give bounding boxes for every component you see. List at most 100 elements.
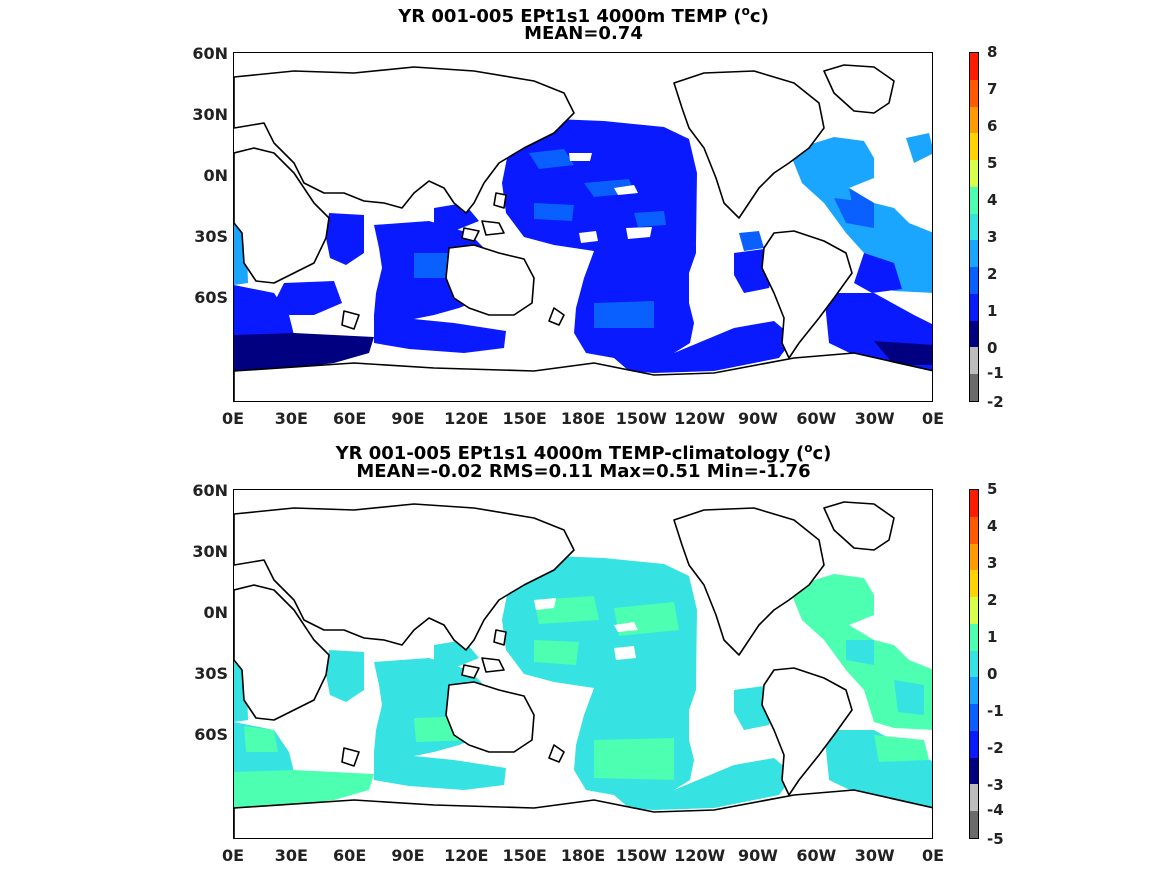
panel2-lon-label: 30E (274, 846, 308, 865)
panel1-colorbar-segment (970, 79, 978, 107)
panel2-colorbar-label: -5 (987, 830, 1004, 848)
panel1-title: YR 001-005 EPt1s1 4000m TEMP (oc) (0, 0, 1167, 28)
panel2-lon-label: 90E (391, 846, 425, 865)
panel2-title: YR 001-005 EPt1s1 4000m TEMP-climatology… (0, 437, 1167, 465)
panel1-lon-label: 30E (274, 409, 308, 428)
panel1-colorbar-segment (970, 53, 978, 80)
panel2-colorbar-segment (970, 704, 978, 731)
panel1-colorbar-label: 7 (987, 80, 998, 99)
panel2-lon-label: 150W (615, 846, 667, 865)
panel2-colorbar-segment (970, 650, 978, 678)
panel2-colorbar-segment (970, 516, 978, 544)
panel1-colorbar-segment (970, 320, 978, 348)
panel2-colorbar-label: -3 (987, 776, 1004, 795)
panel1-lat-label: 30N (192, 105, 228, 124)
panel1-colorbar-label: 8 (987, 43, 998, 61)
panel1-colorbar-segment (970, 374, 978, 401)
panel1-lon-label: 150W (615, 409, 667, 428)
panel2-unit-sup: o (804, 441, 813, 455)
panel1-colorbar-segment (970, 347, 978, 375)
panel1-lat-label: 0N (203, 166, 228, 185)
panel2-lon-label: 0E (221, 846, 245, 865)
panel2-colorbar-label: -2 (987, 739, 1004, 758)
panel2-colorbar-label: 5 (987, 480, 998, 498)
panel1-lon-label: 120W (674, 409, 726, 428)
panel2-colorbar-label: 4 (987, 517, 998, 536)
panel2-colorbar-segment (970, 623, 978, 651)
panel2-unit-tail: c) (812, 443, 832, 464)
panel2-colorbar-label: -1 (987, 702, 1004, 721)
panel2-colorbar (969, 489, 979, 839)
panel2-colorbar-label: 1 (987, 628, 998, 647)
panel1-colorbar-label: 1 (987, 302, 998, 321)
panel1-lat-label: 60S (194, 288, 228, 307)
panel1-colorbar-label: -2 (987, 393, 1004, 411)
panel1-colorbar (969, 52, 979, 402)
panel1-lon-label: 0E (921, 409, 945, 428)
panel2-colorbar-segment (970, 757, 978, 785)
panel2-colorbar-label: 2 (987, 591, 998, 610)
panel2-colorbar-label: 3 (987, 554, 998, 573)
panel1-colorbar-segment (970, 240, 978, 268)
panel2-lon-label: 150E (502, 846, 547, 865)
panel2-colorbar-segment (970, 677, 978, 705)
panel1-lon-label: 180E (560, 409, 606, 428)
panel1-colorbar-segment (970, 160, 978, 187)
panel2-lon-label: 90W (738, 846, 778, 865)
panel1-lon-label: 150E (502, 409, 547, 428)
panel2-colorbar-segment (970, 543, 978, 571)
panel1-map-svg (234, 64, 932, 401)
panel1-lon-label: 90E (391, 409, 425, 428)
panel2-lon-label: 60W (796, 846, 837, 865)
panel1-colorbar-label: 6 (987, 117, 998, 136)
panel1-lon-label: 60W (796, 409, 837, 428)
panel2-lon-label: 60E (333, 846, 367, 865)
panel1-colorbar-label: 3 (987, 228, 998, 247)
panel2-lon-label: 30W (854, 846, 895, 865)
panel2-lat-label: 0N (203, 603, 228, 622)
panel2-lon-label: 120E (444, 846, 489, 865)
panel1-colorbar-segment (970, 186, 978, 214)
panel2-colorbar-segment (970, 784, 978, 812)
panel1-colorbar-label: 5 (987, 154, 998, 173)
panel1-map (233, 52, 933, 402)
panel1-lon-label: 30W (854, 409, 895, 428)
panel2-colorbar-label: -4 (987, 801, 1004, 820)
panel1-lon-label: 90W (738, 409, 778, 428)
panel1-colorbar-segment (970, 133, 978, 161)
panel2-lon-label: 120W (674, 846, 726, 865)
panel2-lon-label: 180E (560, 846, 606, 865)
panel1-title-text: YR 001-005 EPt1s1 4000m TEMP ( (398, 6, 742, 27)
panel1-colorbar-label: 2 (987, 265, 998, 284)
panel1-lat-label: 60N (192, 44, 228, 63)
panel1-continents (234, 64, 932, 401)
panel2-colorbar-segment (970, 730, 978, 758)
panel1-lon-label: 120E (444, 409, 489, 428)
panel1-colorbar-label: -1 (987, 364, 1004, 383)
panel1-colorbar-segment (970, 293, 978, 321)
panel1-mean: MEAN=0.74 (524, 23, 643, 44)
panel2-lat-label: 60S (194, 725, 228, 744)
panel2-lon-label: 0E (921, 846, 945, 865)
panel1-lat-label: 30S (194, 227, 228, 246)
panel1-colorbar-segment (970, 213, 978, 241)
panel1-colorbar-label: 0 (987, 339, 998, 358)
panel1-colorbar-segment (970, 267, 978, 294)
panel2-colorbar-segment (970, 570, 978, 598)
panel2-colorbar-segment (970, 597, 978, 624)
panel2-colorbar-segment (970, 811, 978, 838)
panel1-unit-sup: o (741, 4, 750, 18)
panel2-colorbar-segment (970, 490, 978, 517)
panel1-colorbar-label: 4 (987, 191, 998, 210)
panel1-colorbar-segment (970, 106, 978, 134)
panel2-colorbar-label: 0 (987, 665, 998, 684)
panel2-map-svg (234, 501, 932, 838)
panel2-lat-label: 30S (194, 664, 228, 683)
panel2-map (233, 489, 933, 839)
panel2-title-text: YR 001-005 EPt1s1 4000m TEMP-climatology… (335, 443, 805, 464)
panel1-lon-label: 60E (333, 409, 367, 428)
panel1-lon-label: 0E (221, 409, 245, 428)
panel2-stats: MEAN=-0.02 RMS=0.11 Max=0.51 Min=-1.76 (356, 461, 811, 482)
panel2-continents (234, 501, 932, 838)
panel2-lat-label: 60N (192, 481, 228, 500)
